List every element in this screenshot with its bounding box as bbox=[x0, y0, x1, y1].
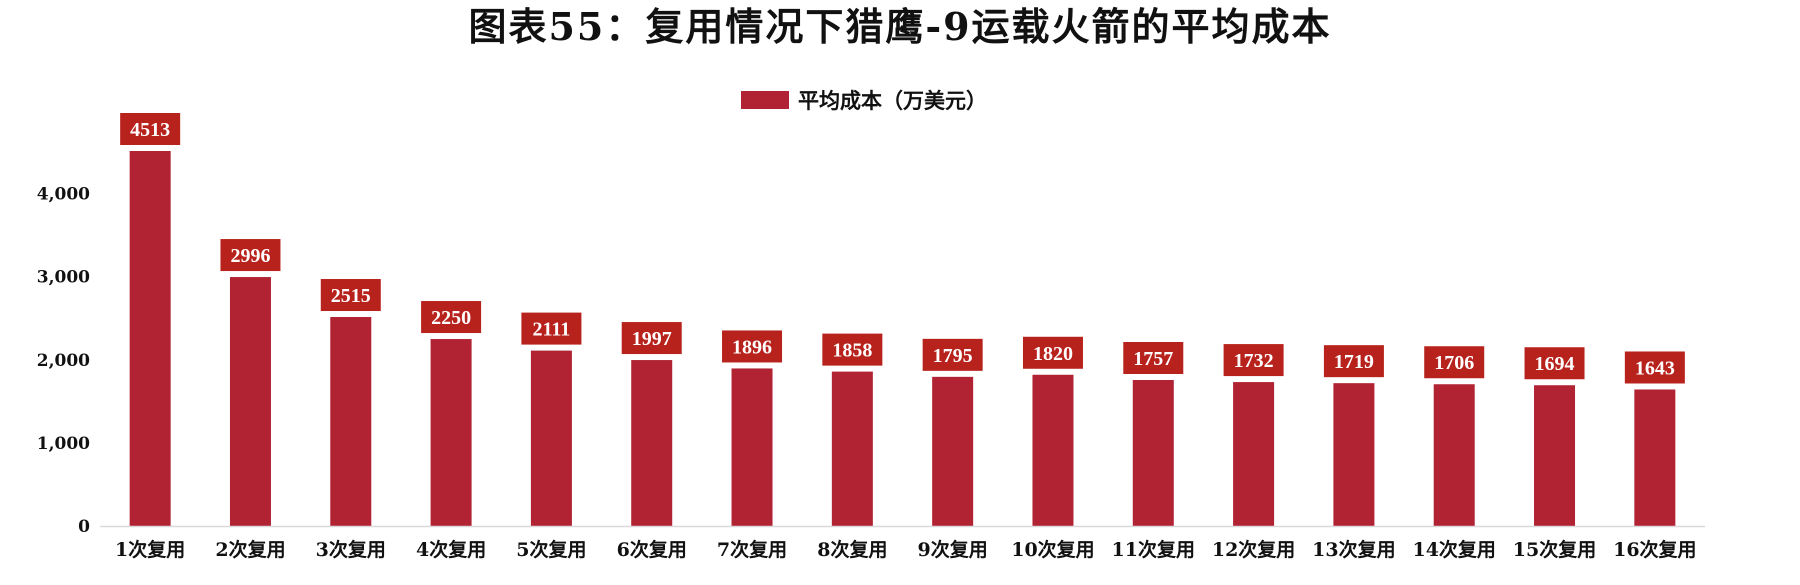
y-axis: 0 1,000 2,000 3,000 4,000 bbox=[37, 185, 90, 537]
bar bbox=[932, 376, 974, 526]
data-label-box bbox=[621, 322, 682, 355]
bar bbox=[1433, 384, 1475, 526]
bar bbox=[129, 151, 171, 526]
data-label-box bbox=[922, 338, 983, 371]
bar bbox=[430, 339, 472, 526]
data-label: 1858 bbox=[832, 340, 872, 362]
data-label: 1732 bbox=[1234, 350, 1274, 372]
x-tick-label: 16次复用 bbox=[1613, 538, 1696, 561]
data-label-box bbox=[1323, 345, 1384, 378]
data-label: 1757 bbox=[1133, 348, 1173, 370]
legend: 平均成本（万美元） bbox=[741, 88, 987, 113]
x-tick-label: 10次复用 bbox=[1011, 538, 1094, 561]
data-label-box bbox=[1223, 344, 1284, 377]
x-tick-label: 9次复用 bbox=[918, 538, 988, 561]
data-label-box bbox=[1624, 351, 1685, 384]
chart-title: 图表55：复用情况下猎鹰-9运载火箭的平均成本 bbox=[468, 4, 1332, 49]
data-label-box bbox=[120, 113, 181, 145]
bar bbox=[831, 371, 873, 526]
y-tick-label: 3,000 bbox=[37, 268, 90, 288]
data-label-box bbox=[220, 239, 281, 272]
data-label-box bbox=[1524, 347, 1585, 380]
bar bbox=[631, 360, 673, 526]
data-label: 1694 bbox=[1535, 353, 1575, 375]
bar bbox=[1333, 383, 1375, 526]
data-label: 2250 bbox=[431, 307, 471, 329]
x-tick-label: 1次复用 bbox=[115, 538, 185, 561]
data-label: 1896 bbox=[732, 336, 772, 358]
data-label-box bbox=[521, 312, 582, 345]
data-label: 2996 bbox=[230, 245, 270, 267]
x-tick-label: 14次复用 bbox=[1412, 538, 1495, 561]
data-label: 2111 bbox=[533, 319, 571, 341]
data-label: 1997 bbox=[632, 328, 672, 350]
data-label-box bbox=[822, 333, 883, 366]
bar bbox=[731, 368, 773, 526]
data-label-box bbox=[1424, 346, 1485, 379]
y-tick-label: 2,000 bbox=[37, 351, 90, 371]
data-label: 1719 bbox=[1334, 351, 1374, 373]
data-label: 4513 bbox=[130, 119, 170, 141]
y-tick-label: 1,000 bbox=[37, 434, 90, 454]
data-label: 1820 bbox=[1033, 343, 1073, 365]
legend-swatch bbox=[741, 91, 789, 109]
legend-label: 平均成本（万美元） bbox=[798, 88, 987, 113]
x-axis: 1次复用 2次复用 3次复用 4次复用 5次复用 6次复用 7次复用 8次复用 9次复用 10次复… bbox=[100, 525, 1705, 561]
data-label-box bbox=[421, 301, 482, 334]
data-label: 1643 bbox=[1635, 357, 1675, 379]
x-tick-label: 7次复用 bbox=[717, 538, 787, 561]
x-tick-label: 8次复用 bbox=[817, 538, 887, 561]
x-tick-label: 3次复用 bbox=[316, 538, 386, 561]
bar bbox=[330, 317, 372, 526]
x-tick-label: 15次复用 bbox=[1513, 538, 1596, 561]
bar bbox=[1032, 374, 1074, 526]
x-tick-label: 11次复用 bbox=[1112, 538, 1195, 561]
y-tick-label: 4,000 bbox=[37, 185, 90, 205]
data-label-box bbox=[1123, 342, 1184, 375]
bar bbox=[229, 277, 271, 526]
data-label-box bbox=[320, 279, 381, 312]
data-label-box bbox=[1022, 336, 1083, 369]
x-tick-label: 13次复用 bbox=[1312, 538, 1395, 561]
bar bbox=[1634, 389, 1676, 526]
x-tick-label: 5次复用 bbox=[516, 538, 586, 561]
bar bbox=[1132, 380, 1174, 526]
x-tick-label: 4次复用 bbox=[416, 538, 486, 561]
data-label-box bbox=[722, 330, 783, 363]
data-label: 1706 bbox=[1434, 352, 1474, 374]
bars bbox=[129, 151, 1676, 526]
bar bbox=[1233, 382, 1275, 526]
bar bbox=[530, 350, 572, 526]
data-label: 2515 bbox=[331, 285, 371, 307]
x-tick-label: 2次复用 bbox=[215, 538, 285, 561]
bar bbox=[1534, 385, 1576, 526]
y-tick-label: 0 bbox=[78, 517, 90, 537]
data-label: 1795 bbox=[933, 345, 973, 367]
x-tick-label: 12次复用 bbox=[1212, 538, 1295, 561]
data-labels: 4513 2996 2515 2250 2111 1997 1896 1858 1795 1820… bbox=[120, 113, 1685, 384]
x-tick-label: 6次复用 bbox=[617, 538, 687, 561]
